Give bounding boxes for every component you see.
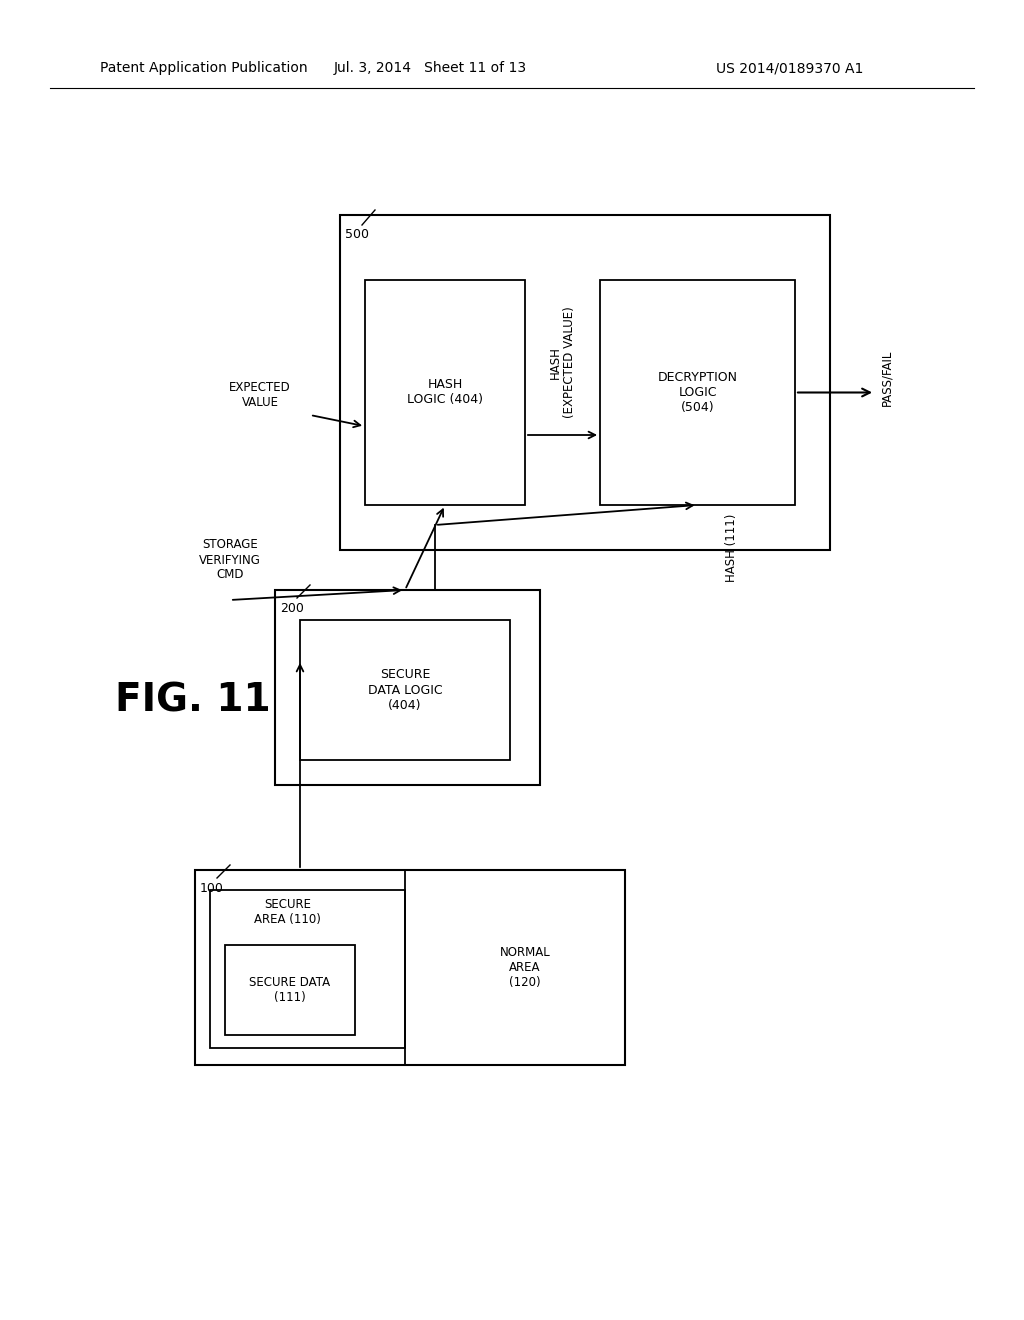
Text: PASS/FAIL: PASS/FAIL: [880, 350, 893, 405]
Text: SECURE DATA
(111): SECURE DATA (111): [250, 975, 331, 1005]
Text: DECRYPTION
LOGIC
(504): DECRYPTION LOGIC (504): [657, 371, 737, 414]
Text: FIG. 11: FIG. 11: [115, 681, 270, 719]
Bar: [300, 620, 510, 760]
Text: 500: 500: [345, 228, 369, 242]
Bar: [340, 215, 830, 550]
Text: HASH
(EXPECTED VALUE): HASH (EXPECTED VALUE): [549, 306, 577, 418]
Text: STORAGE
VERIFYING
CMD: STORAGE VERIFYING CMD: [199, 539, 261, 582]
Text: 200: 200: [280, 602, 304, 615]
Text: NORMAL
AREA
(120): NORMAL AREA (120): [500, 946, 550, 989]
Bar: [195, 870, 625, 1065]
Text: SECURE
AREA (110): SECURE AREA (110): [254, 898, 321, 927]
Bar: [600, 280, 795, 506]
Bar: [365, 280, 525, 506]
Text: US 2014/0189370 A1: US 2014/0189370 A1: [717, 61, 863, 75]
Bar: [275, 590, 540, 785]
Bar: [210, 890, 406, 1048]
Text: HASH (111): HASH (111): [725, 513, 738, 582]
Text: 100: 100: [200, 882, 224, 895]
Text: Jul. 3, 2014   Sheet 11 of 13: Jul. 3, 2014 Sheet 11 of 13: [334, 61, 526, 75]
Text: EXPECTED
VALUE: EXPECTED VALUE: [229, 381, 291, 409]
Text: HASH
LOGIC (404): HASH LOGIC (404): [407, 379, 483, 407]
Text: SECURE
DATA LOGIC
(404): SECURE DATA LOGIC (404): [368, 668, 442, 711]
Bar: [225, 945, 355, 1035]
Text: Patent Application Publication: Patent Application Publication: [100, 61, 307, 75]
